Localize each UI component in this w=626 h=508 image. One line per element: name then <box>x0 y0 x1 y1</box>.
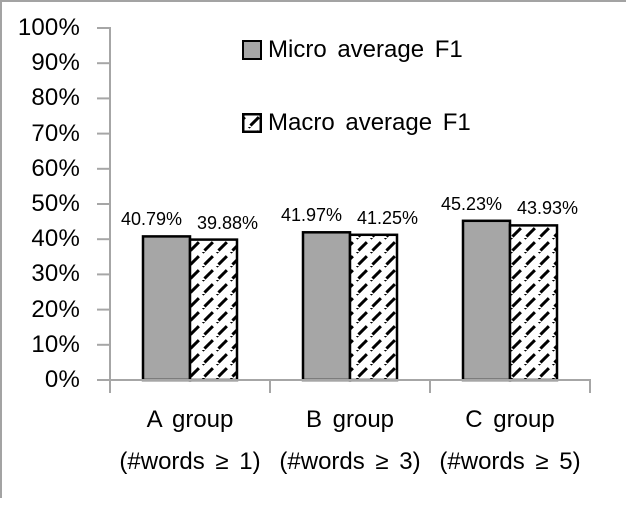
y-axis-tick-label: 30% <box>31 260 80 288</box>
macro-series-swatch-icon <box>242 113 262 133</box>
x-axis-label-a-group: A group <box>146 406 234 433</box>
x-axis-label-c-group: C group <box>465 406 555 433</box>
y-axis-tick-label: 40% <box>31 225 80 253</box>
y-axis-tick-label: 70% <box>31 119 80 147</box>
y-axis-tick-label: 100% <box>17 14 80 41</box>
legend-item-micro: Micro average F1 <box>242 38 463 62</box>
y-axis-tick-label: 90% <box>31 49 80 77</box>
y-axis-tick-label: 50% <box>31 190 80 217</box>
x-axis-sublabel-a-group: (#words ≥ 1) <box>119 448 261 475</box>
bar-macro-c <box>508 224 559 382</box>
y-axis-tick-label: 80% <box>31 84 80 112</box>
x-axis-sublabel-b-group: (#words ≥ 3) <box>279 448 421 475</box>
frame-border-top <box>0 0 626 2</box>
bar-value-label: 41.25% <box>356 207 419 228</box>
bars-group <box>141 219 559 382</box>
y-axis-tick-label: 20% <box>31 295 80 323</box>
bar-micro-a <box>141 235 192 382</box>
y-axis-tick-label: 10% <box>31 330 80 358</box>
legend-item-macro: Macro average F1 <box>242 111 471 135</box>
bar-value-label: 45.23% <box>440 193 503 214</box>
legend-label-macro: Macro average F1 <box>268 109 471 136</box>
axis-lines-group <box>97 27 591 393</box>
bar-value-label: 43.93% <box>516 198 579 219</box>
bar-macro-a <box>188 238 239 382</box>
micro-series-swatch-icon <box>242 40 262 60</box>
x-axis-label-b-group: B group <box>305 406 395 433</box>
frame-border-left <box>0 0 2 498</box>
bar-value-label: 40.79% <box>120 209 183 230</box>
y-axis-tick-label: 60% <box>31 154 80 182</box>
bar-macro-b <box>348 233 399 382</box>
bar-micro-b <box>301 231 352 382</box>
x-axis-sublabel-c-group: (#words ≥ 5) <box>439 448 581 475</box>
bar-value-label: 39.88% <box>196 212 259 233</box>
bar-micro-c <box>461 219 512 382</box>
y-axis-tick-label: 0% <box>44 366 80 393</box>
bar-value-label: 41.97% <box>280 205 343 226</box>
legend-label-micro: Micro average F1 <box>268 36 463 63</box>
